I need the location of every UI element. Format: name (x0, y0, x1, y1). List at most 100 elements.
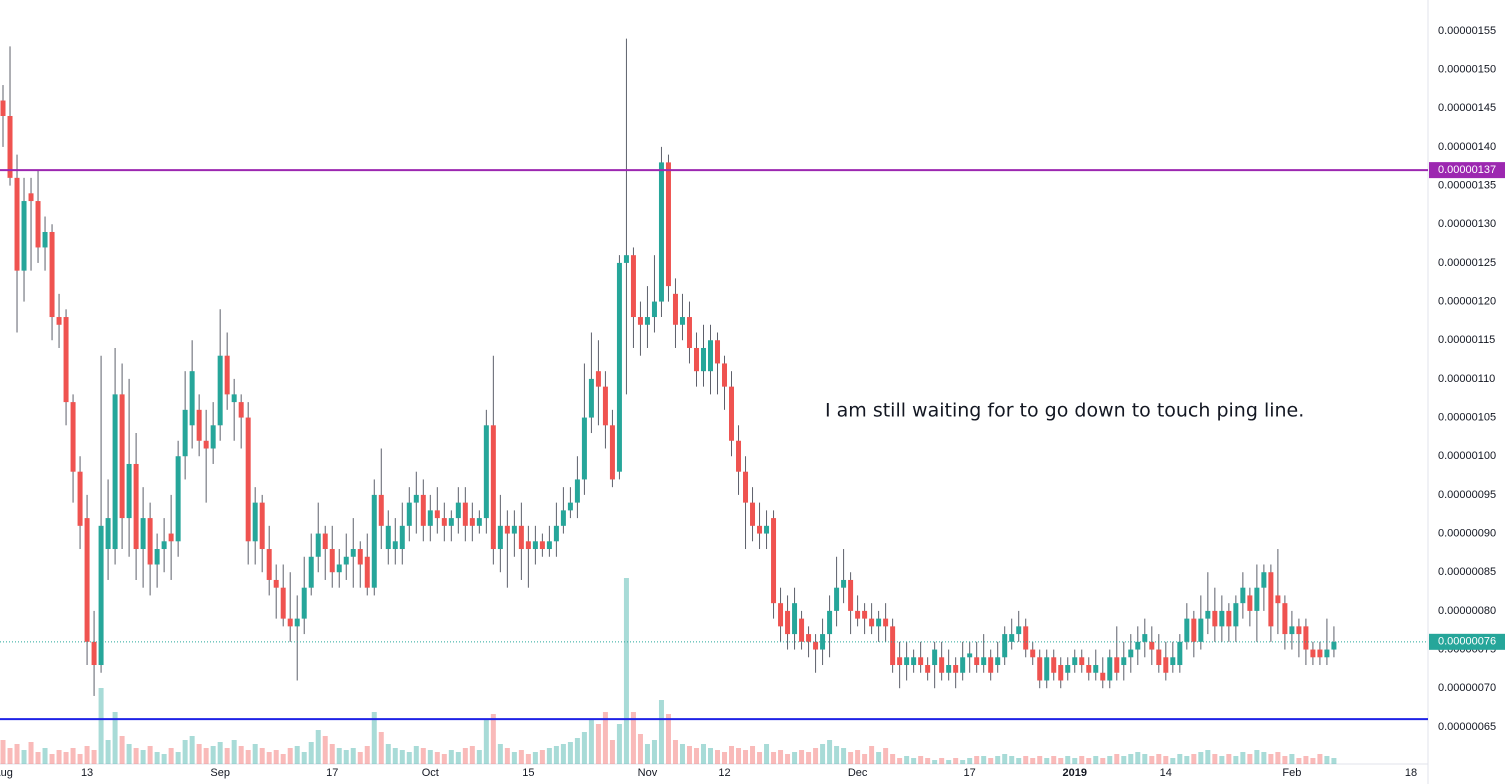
volume-bar (707, 748, 713, 764)
candle-body (1023, 626, 1029, 650)
volume-bar (890, 754, 896, 764)
candle-body (750, 502, 756, 526)
volume-bar (1100, 758, 1106, 764)
candle-body (995, 657, 1001, 666)
candle-body (413, 494, 419, 503)
candle-body (946, 665, 952, 673)
volume-bar (834, 746, 840, 764)
volume-bar (1177, 754, 1183, 764)
volume-bar (771, 752, 777, 764)
candle-body (49, 231, 55, 318)
volume-bar (1016, 758, 1022, 764)
candle-body (231, 394, 237, 403)
candle-body (925, 665, 931, 673)
x-tick-label: 2019 (1063, 767, 1087, 779)
annotation: I am still waiting for to go down to tou… (825, 400, 1304, 422)
y-tick-label: 0.00000135 (1438, 179, 1496, 191)
volume-bar (238, 746, 244, 764)
volume-bar (378, 732, 384, 764)
candle-body (56, 317, 62, 325)
candle-body (504, 525, 510, 534)
candle-body (1331, 641, 1337, 650)
candle-body (1205, 610, 1211, 619)
candle-body (974, 657, 980, 666)
volume-bar (1149, 756, 1155, 764)
volume-bar (1268, 754, 1274, 764)
candle-body (799, 618, 805, 642)
candle-body (224, 355, 230, 395)
volume-bar (427, 750, 433, 764)
candle-body (1128, 649, 1134, 658)
volume-bar (736, 748, 742, 764)
volume-bar (1254, 750, 1260, 764)
candle-body (161, 541, 167, 550)
candle-body (105, 518, 111, 550)
candle-body (133, 463, 139, 550)
volume-bar (939, 758, 945, 764)
volume-bar (988, 758, 994, 764)
volume-bar (1030, 758, 1036, 764)
x-tick-label: 15 (522, 767, 534, 779)
candle-body (630, 255, 636, 318)
volume-bar (182, 740, 188, 764)
x-tick-label: 18 (1405, 767, 1417, 779)
volume-bar (511, 752, 517, 764)
candle-body (371, 494, 377, 588)
candle-body (848, 579, 854, 611)
candle-body (1219, 610, 1225, 627)
candle-body (651, 301, 657, 318)
volume-bar (1184, 756, 1190, 764)
volume-bar (161, 754, 167, 764)
candle-body (700, 347, 706, 372)
candle-body (988, 657, 994, 673)
volume-bar (1170, 758, 1176, 764)
volume-bar (567, 742, 573, 764)
candle-body (490, 425, 496, 550)
y-tick-label: 0.00000150 (1438, 64, 1496, 76)
candle-body (14, 177, 20, 271)
candle-body (1030, 649, 1036, 658)
candle-body (967, 653, 973, 658)
y-tick-label: 0.00000105 (1438, 411, 1496, 423)
candle-body (315, 533, 321, 557)
volume-bar (658, 700, 664, 764)
volume-bar (595, 724, 601, 764)
candle-body (91, 641, 97, 666)
volume-bar (455, 752, 461, 764)
candle-body (420, 494, 426, 526)
y-tick-label: 0.00000155 (1438, 25, 1496, 37)
volume-bar (799, 750, 805, 764)
volume-bar (7, 748, 13, 764)
volume-bar (876, 752, 882, 764)
volume-bar (813, 748, 819, 764)
candle-body (918, 657, 924, 666)
candle-body (778, 603, 784, 627)
volume-bar (357, 752, 363, 764)
candle-body (1184, 618, 1190, 642)
candle-body (736, 440, 742, 472)
candle-body (364, 556, 370, 588)
candle-body (1079, 657, 1085, 666)
volume-bar (112, 712, 118, 764)
volume-bar (56, 750, 62, 764)
volume-bar (133, 748, 139, 764)
volume-bar (904, 756, 910, 764)
volume-bar (1107, 756, 1113, 764)
volume-bar (806, 752, 812, 764)
y-tick-label: 0.00000100 (1438, 450, 1496, 462)
candle-body (609, 425, 615, 480)
volume-bar (301, 752, 307, 764)
volume-bar (140, 750, 146, 764)
candle-body (252, 502, 258, 542)
candle-body (42, 231, 48, 248)
price-label: 0.00000137 (1438, 164, 1496, 176)
y-tick-label: 0.00000110 (1438, 373, 1495, 385)
candle-body (869, 618, 875, 627)
candle-body (1282, 603, 1288, 635)
candle-body (792, 603, 798, 635)
candle-body (175, 456, 181, 542)
candle-body (890, 626, 896, 666)
x-tick-label: Feb (1282, 767, 1301, 779)
candle-body (287, 618, 293, 627)
volume-bar (1275, 752, 1281, 764)
